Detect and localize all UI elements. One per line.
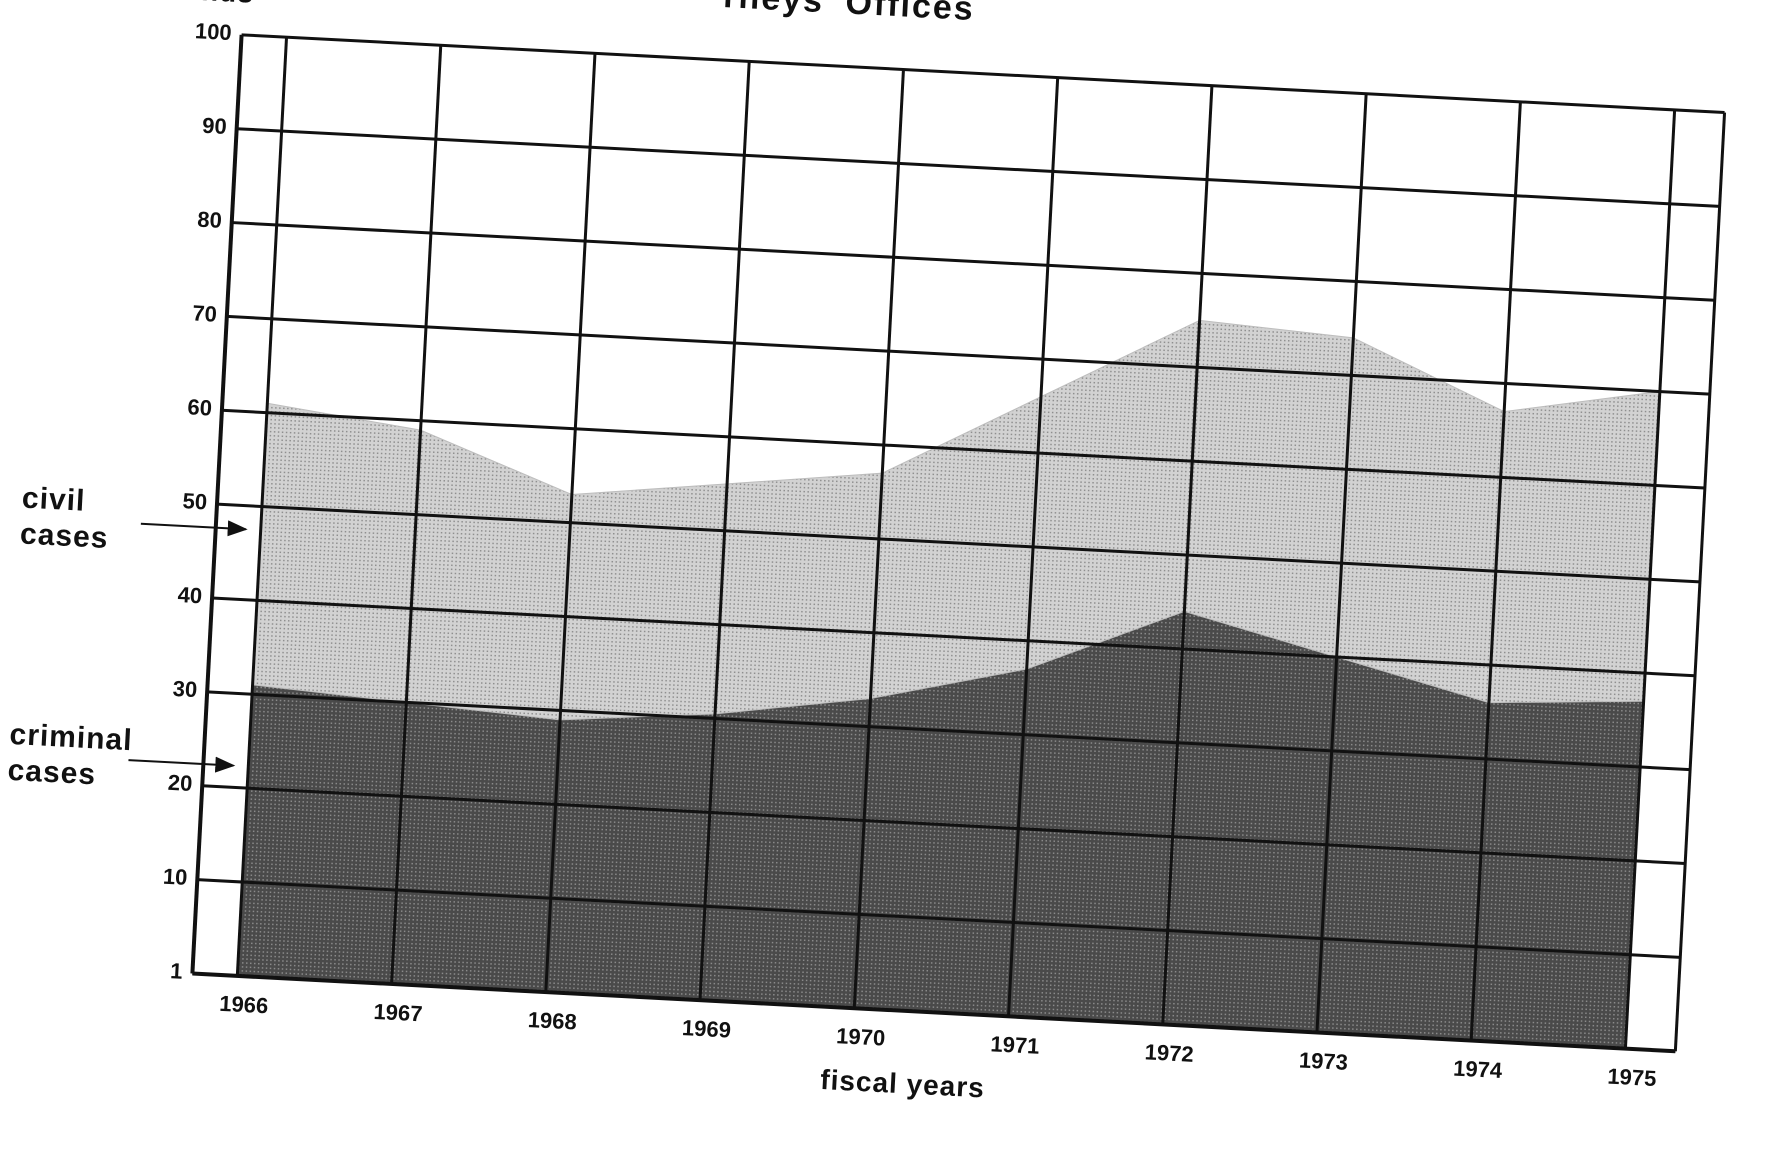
grid-line <box>207 690 1691 772</box>
areas <box>236 319 1661 1050</box>
annotation: criminal cases <box>7 718 143 794</box>
grid-line-x <box>1315 93 1368 1033</box>
y-tick-label: 20 <box>167 770 193 796</box>
grid-line-x <box>390 45 443 985</box>
grid-line-x <box>235 37 289 976</box>
grid-line-right <box>1673 112 1727 1052</box>
y-tick-label: 30 <box>172 676 198 702</box>
grid-line <box>226 314 1710 396</box>
y-tick-label: 1 <box>170 958 184 984</box>
x-tick-label: 1970 <box>836 1023 886 1051</box>
grid-line <box>197 878 1681 959</box>
grid-line-x <box>852 69 905 1009</box>
x-tick-label: 1973 <box>1298 1047 1348 1075</box>
grid-line <box>211 596 1696 678</box>
y-tick-label: 70 <box>192 300 218 326</box>
x-tick-label: 1972 <box>1144 1039 1194 1067</box>
axis <box>192 971 1676 1054</box>
x-tick-label: 1966 <box>219 991 269 1019</box>
y-tick-label: 50 <box>182 488 208 514</box>
x-tick-label: 1974 <box>1453 1055 1504 1083</box>
chart-title: rneys' Offices <box>723 0 976 28</box>
grid-line-x <box>698 61 751 1001</box>
annotation-arrow <box>128 756 236 773</box>
grid-line-x <box>1161 85 1214 1025</box>
grid-line <box>231 221 1715 302</box>
y-tick-label: 40 <box>177 582 203 608</box>
grid-line <box>202 784 1686 866</box>
y-tick-label: 80 <box>197 207 223 233</box>
x-tick-label: 1975 <box>1607 1064 1657 1092</box>
grid-line-x <box>1623 109 1677 1049</box>
x-axis-label: fiscal years <box>820 1064 986 1104</box>
y-tick-label: 100 <box>194 18 232 45</box>
y-tick-label: 10 <box>162 864 188 890</box>
x-tick-label: 1968 <box>527 1007 577 1035</box>
grid-line-x <box>1469 101 1522 1041</box>
y-tick-label: 60 <box>187 394 213 420</box>
annotation-arrow <box>140 520 248 537</box>
axis <box>190 34 244 974</box>
y-axis-label: thousands <box>103 0 255 9</box>
grid-line <box>216 502 1701 584</box>
rotated-chart: rneys' Offices thousands fiscal years 1 1… <box>7 0 1727 1104</box>
grid-line <box>241 33 1725 115</box>
x-tick-label: 1967 <box>373 999 423 1027</box>
grid-line <box>221 408 1705 490</box>
grid-line <box>236 127 1720 208</box>
annotation: civil cases <box>19 481 111 555</box>
grid-line-x <box>544 53 597 993</box>
x-tick-label: 1969 <box>681 1015 731 1043</box>
x-tick-label: 1971 <box>990 1031 1040 1059</box>
grid-line-x <box>1006 77 1060 1017</box>
y-tick-label: 90 <box>202 113 228 139</box>
